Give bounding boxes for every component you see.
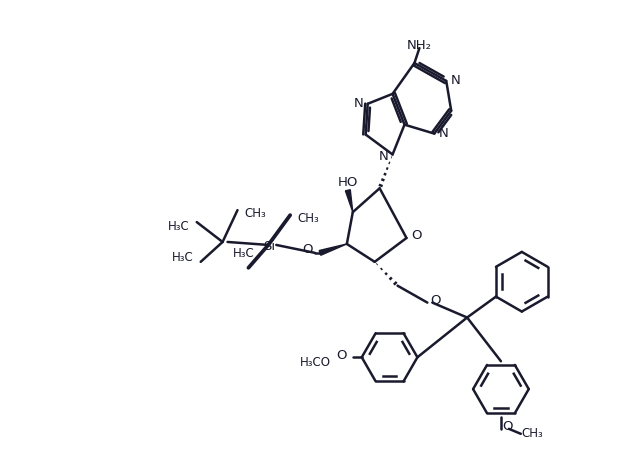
Text: CH₃: CH₃: [244, 207, 266, 219]
Text: HO: HO: [338, 176, 358, 189]
Text: O: O: [502, 420, 513, 433]
Text: N: N: [438, 127, 448, 140]
Text: H₃CO: H₃CO: [300, 356, 330, 369]
Text: N: N: [354, 97, 364, 110]
Text: Si: Si: [263, 241, 275, 253]
Text: CH₃: CH₃: [522, 427, 543, 440]
Text: NH₂: NH₂: [407, 39, 432, 52]
Text: O: O: [337, 349, 347, 362]
Text: H₃C: H₃C: [232, 247, 254, 260]
Polygon shape: [319, 244, 347, 255]
Text: O: O: [302, 243, 312, 257]
Text: N: N: [379, 150, 388, 163]
Text: N: N: [451, 74, 460, 87]
Text: O: O: [430, 294, 440, 307]
Text: CH₃: CH₃: [297, 212, 319, 225]
Text: H₃C: H₃C: [172, 251, 194, 264]
Text: H₃C: H₃C: [168, 219, 189, 233]
Polygon shape: [346, 190, 353, 212]
Text: O: O: [411, 228, 422, 242]
